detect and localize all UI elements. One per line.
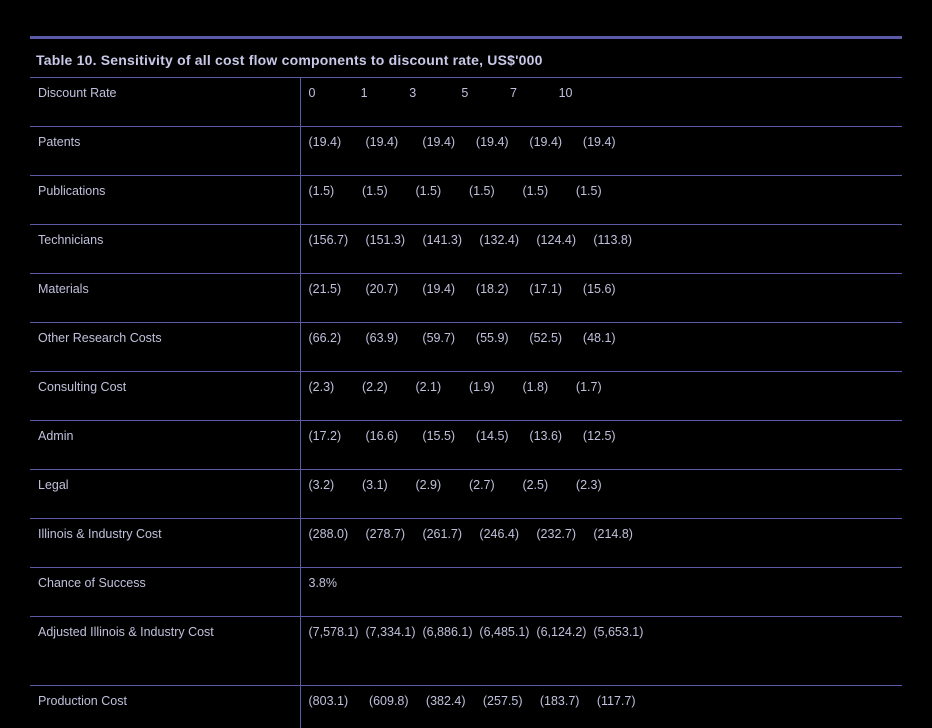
- page-container: { "styling": { "background_color": "#000…: [0, 0, 932, 728]
- row-value: (803.1) (609.8) (382.4) (257.5) (183.7) …: [300, 686, 902, 728]
- table-row: Production Cost(803.1) (609.8) (382.4) (…: [30, 686, 902, 728]
- row-key: Adjusted Illinois & Industry Cost: [30, 617, 300, 686]
- row-key: Materials: [30, 274, 300, 323]
- row-value: (156.7) (151.3) (141.3) (132.4) (124.4) …: [300, 225, 902, 274]
- row-key: Chance of Success: [30, 568, 300, 617]
- row-key: Legal: [30, 470, 300, 519]
- table-row: Patents(19.4) (19.4) (19.4) (19.4) (19.4…: [30, 127, 902, 176]
- row-key: Patents: [30, 127, 300, 176]
- row-value: (1.5) (1.5) (1.5) (1.5) (1.5) (1.5): [300, 176, 902, 225]
- row-value: (19.4) (19.4) (19.4) (19.4) (19.4) (19.4…: [300, 127, 902, 176]
- row-value: 0 1 3 5 7 10: [300, 78, 902, 127]
- row-value: (17.2) (16.6) (15.5) (14.5) (13.6) (12.5…: [300, 421, 902, 470]
- row-key: Publications: [30, 176, 300, 225]
- table-row: Publications(1.5) (1.5) (1.5) (1.5) (1.5…: [30, 176, 902, 225]
- row-value: 3.8%: [300, 568, 902, 617]
- row-key: Other Research Costs: [30, 323, 300, 372]
- row-key: Admin: [30, 421, 300, 470]
- top-rule: [30, 36, 902, 39]
- table-row: Discount Rate0 1 3 5 7 10: [30, 78, 902, 127]
- row-value: (21.5) (20.7) (19.4) (18.2) (17.1) (15.6…: [300, 274, 902, 323]
- row-key: Technicians: [30, 225, 300, 274]
- row-value: (3.2) (3.1) (2.9) (2.7) (2.5) (2.3): [300, 470, 902, 519]
- table-row: Other Research Costs(66.2) (63.9) (59.7)…: [30, 323, 902, 372]
- row-key: Consulting Cost: [30, 372, 300, 421]
- row-key: Discount Rate: [30, 78, 300, 127]
- table-row: Legal(3.2) (3.1) (2.9) (2.7) (2.5) (2.3): [30, 470, 902, 519]
- row-value: (2.3) (2.2) (2.1) (1.9) (1.8) (1.7): [300, 372, 902, 421]
- data-table: Discount Rate0 1 3 5 7 10Patents(19.4) (…: [30, 77, 902, 728]
- table-row: Consulting Cost(2.3) (2.2) (2.1) (1.9) (…: [30, 372, 902, 421]
- row-key: Illinois & Industry Cost: [30, 519, 300, 568]
- table-row: Adjusted Illinois & Industry Cost(7,578.…: [30, 617, 902, 686]
- table-row: Illinois & Industry Cost(288.0) (278.7) …: [30, 519, 902, 568]
- row-value: (288.0) (278.7) (261.7) (246.4) (232.7) …: [300, 519, 902, 568]
- table-row: Admin(17.2) (16.6) (15.5) (14.5) (13.6) …: [30, 421, 902, 470]
- table-row: Technicians(156.7) (151.3) (141.3) (132.…: [30, 225, 902, 274]
- row-value: (7,578.1) (7,334.1) (6,886.1) (6,485.1) …: [300, 617, 902, 686]
- table-title: Table 10. Sensitivity of all cost flow c…: [36, 52, 543, 68]
- title-row: Table 10. Sensitivity of all cost flow c…: [30, 43, 902, 77]
- table-row: Chance of Success3.8%: [30, 568, 902, 617]
- row-value: (66.2) (63.9) (59.7) (55.9) (52.5) (48.1…: [300, 323, 902, 372]
- table-row: Materials(21.5) (20.7) (19.4) (18.2) (17…: [30, 274, 902, 323]
- row-key: Production Cost: [30, 686, 300, 728]
